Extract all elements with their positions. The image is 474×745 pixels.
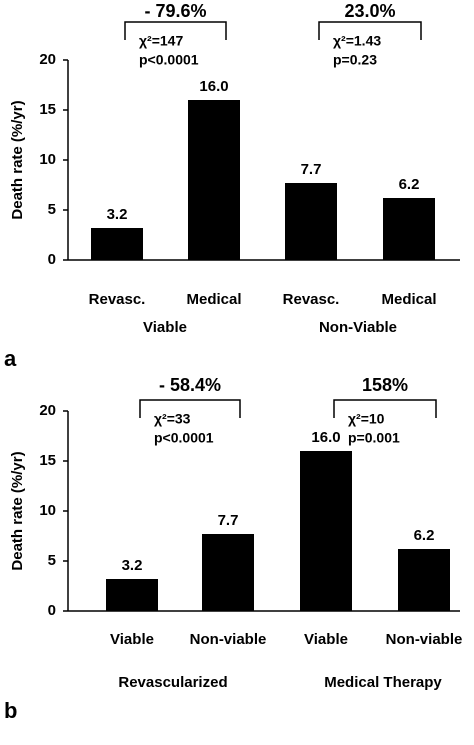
annotation-stat: χ²=10 [348,411,385,427]
group-label: Revascularized [118,674,227,691]
y-axis-label: Death rate (%/yr) [9,100,26,219]
value-label: 6.2 [399,176,420,193]
annotation-title: 23.0% [344,1,395,21]
y-axis-label: Death rate (%/yr) [9,451,26,570]
value-label: 7.7 [301,161,322,178]
value-label: 16.0 [199,78,228,95]
x-tick-label: Revasc. [283,291,340,308]
annotation-stat: p=0.23 [333,52,377,68]
x-tick-label: Viable [110,631,154,648]
y-tick-label: 20 [39,402,56,419]
bracket [139,399,241,418]
value-label: 7.7 [218,512,239,529]
annotation-stat: p<0.0001 [154,430,214,446]
bar [202,534,254,611]
annotation-stat: χ²=33 [154,411,191,427]
bar [383,198,435,260]
bar [398,549,450,611]
y-tick-label: 0 [48,602,56,619]
panel-label: b [4,698,17,723]
bar [188,100,240,260]
y-tick-label: 15 [39,452,56,469]
annotation-stat: χ²=1.43 [333,33,381,49]
group-label: Medical Therapy [324,674,442,691]
y-tick-label: 0 [48,251,56,268]
bracket [333,399,437,418]
x-tick-label: Revasc. [89,291,146,308]
bar [285,183,337,260]
y-tick-label: 15 [39,101,56,118]
bar [91,228,143,260]
y-tick-label: 5 [48,201,56,218]
x-tick-label: Non-viable [386,631,463,648]
x-tick-label: Medical [186,291,241,308]
bracket [318,21,422,40]
group-label: Non-Viable [319,319,397,336]
group-label: Viable [143,319,187,336]
x-tick-label: Viable [304,631,348,648]
bracket [124,21,227,40]
value-label: 16.0 [311,429,340,446]
value-label: 6.2 [414,527,435,544]
bar [106,579,158,611]
y-tick-label: 10 [39,151,56,168]
annotation-title: - 79.6% [144,1,206,21]
annotation-stat: p<0.0001 [139,52,199,68]
y-tick-label: 10 [39,502,56,519]
annotation-title: 158% [362,375,408,395]
panel-label: a [4,346,17,371]
x-tick-label: Non-viable [190,631,267,648]
annotation-stat: p=0.001 [348,430,400,446]
y-tick-label: 5 [48,552,56,569]
value-label: 3.2 [107,206,128,223]
value-label: 3.2 [122,557,143,574]
bar [300,451,352,611]
y-tick-label: 20 [39,51,56,68]
annotation-title: - 58.4% [159,375,221,395]
x-tick-label: Medical [381,291,436,308]
annotation-stat: χ²=147 [139,33,183,49]
